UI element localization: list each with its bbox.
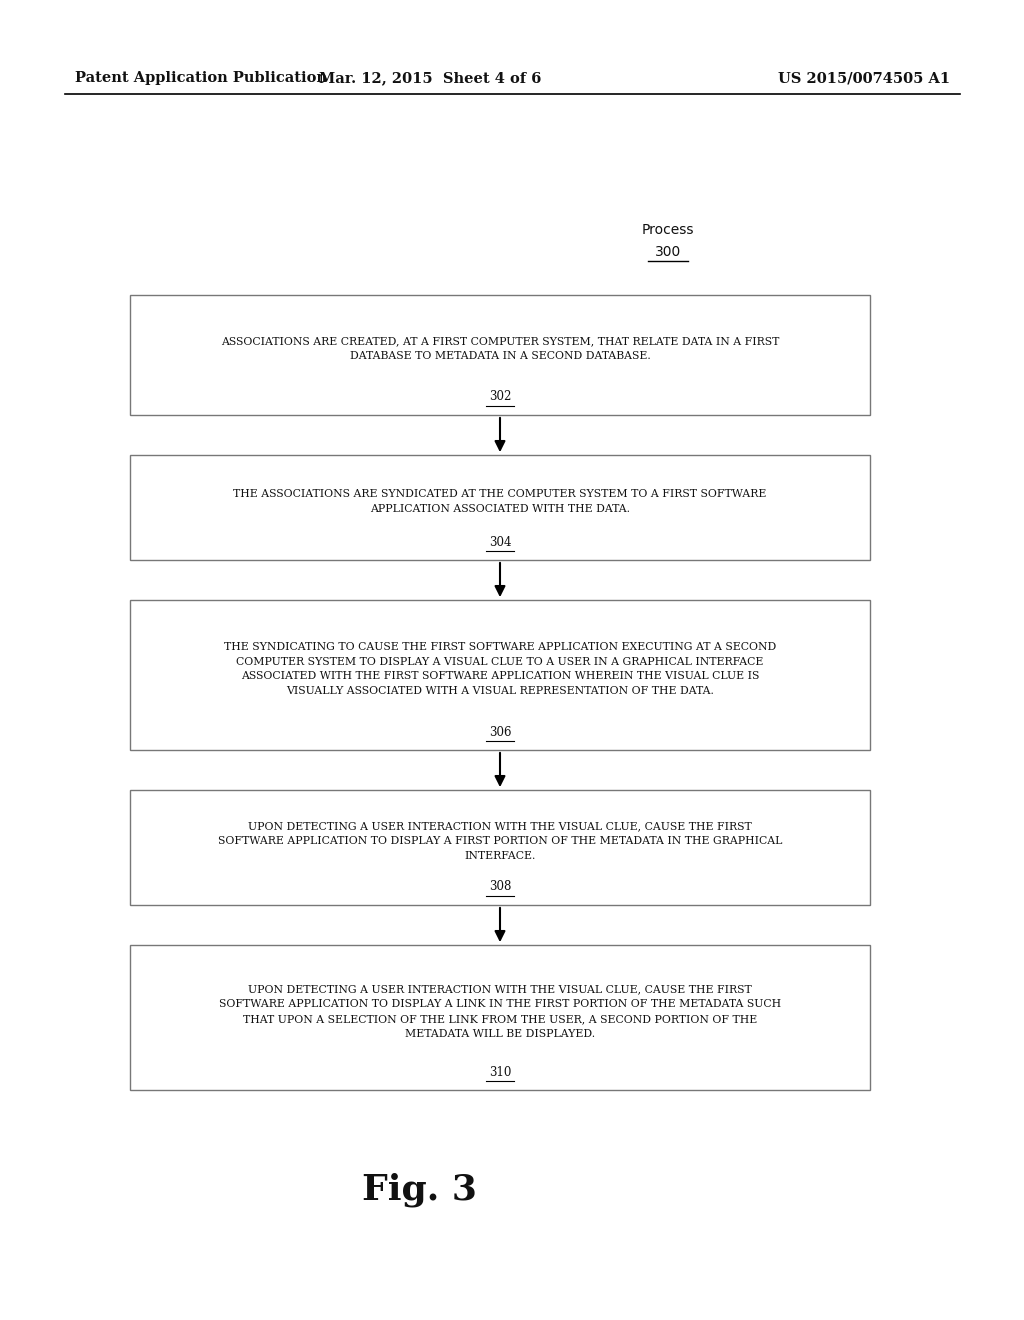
Text: THE SYNDICATING TO CAUSE THE FIRST SOFTWARE APPLICATION EXECUTING AT A SECOND
CO: THE SYNDICATING TO CAUSE THE FIRST SOFTW… xyxy=(224,642,776,696)
Bar xyxy=(130,601,870,750)
Bar xyxy=(130,294,870,414)
Text: Patent Application Publication: Patent Application Publication xyxy=(75,71,327,84)
Text: US 2015/0074505 A1: US 2015/0074505 A1 xyxy=(778,71,950,84)
Bar xyxy=(130,945,870,1090)
Text: 300: 300 xyxy=(655,246,681,259)
Text: Mar. 12, 2015  Sheet 4 of 6: Mar. 12, 2015 Sheet 4 of 6 xyxy=(318,71,542,84)
Text: ASSOCIATIONS ARE CREATED, AT A FIRST COMPUTER SYSTEM, THAT RELATE DATA IN A FIRS: ASSOCIATIONS ARE CREATED, AT A FIRST COM… xyxy=(221,337,779,362)
Bar xyxy=(130,789,870,906)
Text: 304: 304 xyxy=(488,536,511,549)
Text: Fig. 3: Fig. 3 xyxy=(362,1172,477,1208)
Bar xyxy=(130,455,870,560)
Text: UPON DETECTING A USER INTERACTION WITH THE VISUAL CLUE, CAUSE THE FIRST
SOFTWARE: UPON DETECTING A USER INTERACTION WITH T… xyxy=(219,985,781,1039)
Text: 306: 306 xyxy=(488,726,511,738)
Text: 310: 310 xyxy=(488,1065,511,1078)
Text: 302: 302 xyxy=(488,391,511,404)
Text: 308: 308 xyxy=(488,880,511,894)
Text: Process: Process xyxy=(642,223,694,238)
Text: UPON DETECTING A USER INTERACTION WITH THE VISUAL CLUE, CAUSE THE FIRST
SOFTWARE: UPON DETECTING A USER INTERACTION WITH T… xyxy=(218,821,782,862)
Text: THE ASSOCIATIONS ARE SYNDICATED AT THE COMPUTER SYSTEM TO A FIRST SOFTWARE
APPLI: THE ASSOCIATIONS ARE SYNDICATED AT THE C… xyxy=(233,490,767,513)
